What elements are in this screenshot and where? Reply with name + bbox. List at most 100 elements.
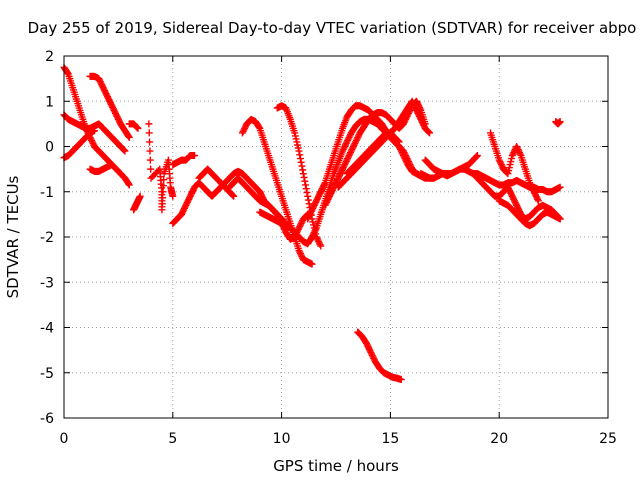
series-late-f bbox=[552, 118, 564, 128]
x-tick-label: 15 bbox=[381, 431, 399, 447]
series-early-d bbox=[86, 72, 133, 141]
y-tick-labels: -6 -5 -4 -3 -2 -1 0 1 2 bbox=[40, 49, 54, 427]
data-point bbox=[424, 127, 432, 135]
data-point bbox=[300, 173, 308, 181]
data-point bbox=[133, 123, 141, 131]
x-tick-label: 5 bbox=[168, 431, 177, 447]
x-tick-label: 25 bbox=[599, 431, 617, 447]
data-point bbox=[125, 133, 133, 141]
data-point bbox=[472, 153, 480, 161]
series-early-b bbox=[60, 111, 129, 155]
series-rise-d bbox=[343, 129, 403, 178]
data-point bbox=[303, 189, 311, 197]
series-mid-b bbox=[169, 152, 199, 169]
data-point bbox=[158, 200, 166, 208]
data-point bbox=[304, 196, 312, 204]
data-point bbox=[159, 194, 167, 202]
data-point bbox=[64, 69, 72, 77]
x-tick-labels: 0 5 10 15 20 25 bbox=[60, 431, 617, 447]
data-point bbox=[121, 147, 129, 155]
data-point bbox=[426, 129, 434, 137]
series-late-b bbox=[421, 152, 481, 180]
series-peak-10 bbox=[273, 102, 325, 250]
data-point bbox=[160, 176, 168, 184]
data-point bbox=[298, 162, 306, 170]
series-late-e bbox=[495, 197, 564, 230]
data-point bbox=[556, 215, 564, 223]
y-tick-label: -3 bbox=[40, 275, 54, 291]
data-point bbox=[108, 161, 116, 169]
series-early-c bbox=[60, 127, 98, 162]
data-point bbox=[316, 241, 324, 249]
data-point bbox=[317, 242, 325, 250]
data-point bbox=[397, 376, 405, 384]
data-point bbox=[301, 177, 309, 185]
x-tick-label: 10 bbox=[273, 431, 291, 447]
data-point bbox=[125, 132, 133, 140]
series-early-g bbox=[130, 192, 144, 214]
data-point bbox=[516, 150, 524, 158]
data-point bbox=[125, 181, 133, 189]
y-tick-label: 1 bbox=[45, 94, 54, 110]
data-point bbox=[146, 147, 154, 155]
data-points bbox=[60, 63, 564, 384]
series-early-e bbox=[86, 161, 116, 175]
data-point bbox=[145, 120, 153, 128]
data-point bbox=[297, 158, 305, 166]
data-point bbox=[534, 197, 542, 205]
data-point bbox=[145, 129, 153, 137]
series-early-f bbox=[125, 120, 142, 132]
data-point bbox=[394, 137, 402, 145]
data-point bbox=[229, 192, 237, 200]
data-point bbox=[556, 118, 564, 126]
data-point bbox=[120, 146, 128, 154]
series-scatter-mid bbox=[145, 120, 177, 214]
grid bbox=[64, 56, 608, 418]
data-point bbox=[395, 138, 403, 146]
data-point bbox=[302, 181, 310, 189]
y-tick-label: -1 bbox=[40, 185, 54, 201]
x-tick-label: 20 bbox=[490, 431, 508, 447]
data-point bbox=[304, 192, 312, 200]
data-point bbox=[473, 152, 481, 160]
data-point bbox=[295, 147, 303, 155]
y-tick-label: -2 bbox=[40, 230, 54, 246]
data-point bbox=[228, 191, 236, 199]
data-point bbox=[296, 151, 304, 159]
axis-ticks bbox=[63, 55, 609, 419]
data-point bbox=[425, 128, 433, 136]
series-mid-c bbox=[195, 165, 238, 200]
data-point bbox=[534, 195, 542, 203]
data-point bbox=[296, 155, 304, 163]
data-point bbox=[169, 192, 177, 200]
data-point bbox=[90, 127, 98, 135]
data-point bbox=[119, 146, 127, 154]
data-point bbox=[146, 156, 154, 164]
data-point bbox=[133, 124, 141, 132]
data-point bbox=[147, 165, 155, 173]
data-point bbox=[556, 183, 564, 191]
data-point bbox=[308, 260, 316, 268]
data-point bbox=[473, 152, 481, 160]
data-point bbox=[255, 123, 263, 131]
data-point bbox=[299, 166, 307, 174]
y-axis-label: SDTVAR / TECUs bbox=[4, 175, 22, 298]
y-tick-label: -6 bbox=[40, 411, 54, 427]
data-point bbox=[136, 192, 144, 200]
data-point bbox=[158, 206, 166, 214]
y-tick-label: 0 bbox=[45, 140, 54, 156]
data-point bbox=[320, 180, 328, 188]
series-neg5 bbox=[354, 328, 405, 384]
data-point bbox=[312, 225, 320, 233]
x-axis-label: GPS time / hours bbox=[273, 457, 399, 475]
data-point bbox=[159, 182, 167, 190]
data-point bbox=[191, 152, 199, 160]
data-point bbox=[299, 170, 307, 178]
data-point bbox=[394, 136, 402, 144]
data-point bbox=[125, 180, 133, 188]
data-point bbox=[134, 124, 142, 132]
data-point bbox=[159, 188, 167, 196]
data-point bbox=[230, 192, 238, 200]
chart-title: Day 255 of 2019, Sidereal Day-to-day VTE… bbox=[28, 19, 637, 37]
